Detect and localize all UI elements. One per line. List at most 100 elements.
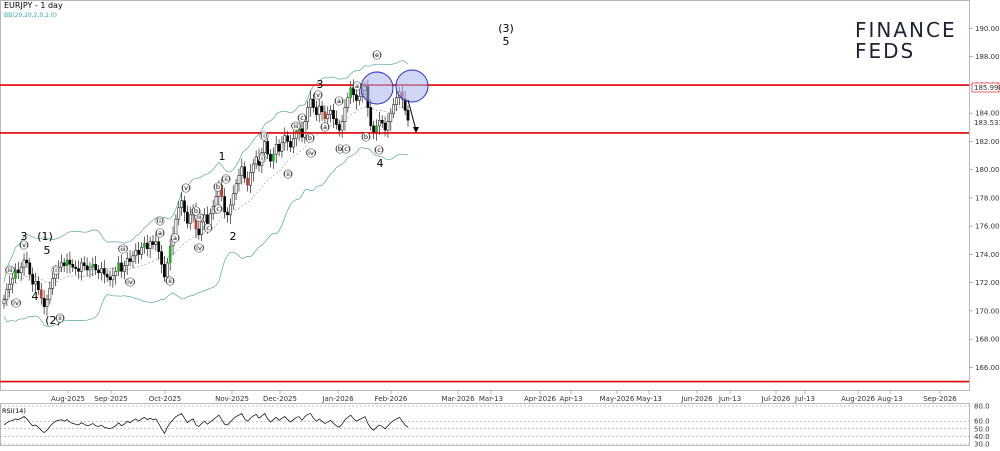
- wave-label-minor: (c): [204, 224, 213, 232]
- candle-body: [31, 273, 35, 285]
- wave-label-minor: (i): [261, 132, 268, 140]
- wave-label-minor: (i): [53, 266, 60, 274]
- wave-label-minor: (iii): [118, 245, 129, 253]
- candle-body: [94, 264, 98, 271]
- wave-label-minor-ring: [118, 244, 128, 254]
- x-tick-label: Jul-13: [794, 395, 815, 403]
- rsi-tick-label: 60.0: [974, 418, 990, 426]
- x-tick-label: Jul-2026: [761, 395, 791, 403]
- candle-body: [91, 264, 95, 268]
- candle-body: [383, 122, 387, 131]
- wave-label-minor: (a): [155, 229, 164, 237]
- wave-label-minor: (c): [342, 145, 351, 153]
- candle-body: [117, 262, 120, 272]
- double-top-circle-1: [360, 71, 394, 105]
- wave-label-minor: (i): [157, 217, 164, 225]
- wave-label-minor: (v): [182, 184, 191, 192]
- wave-label-minor-ring: [259, 131, 269, 141]
- logo-line-2: FEDS: [855, 39, 915, 63]
- candle-body: [335, 118, 338, 125]
- projection-arrow: [407, 99, 417, 131]
- wave-label-minor-ring: [125, 277, 135, 287]
- candle-body: [154, 241, 158, 245]
- candle-body: [337, 124, 341, 131]
- candle-body: [131, 255, 135, 262]
- wave-label-minor-ring: [283, 169, 293, 179]
- candle-body: [183, 200, 186, 213]
- candle-body: [85, 265, 89, 271]
- x-tick-label: Apr-13: [559, 395, 582, 403]
- x-tick-label: May-2026: [600, 395, 635, 403]
- y-tick-label: 180.000: [975, 166, 1000, 174]
- x-tick-label: Feb-2026: [375, 395, 408, 403]
- candle-body: [200, 221, 204, 235]
- candle-body: [223, 196, 226, 213]
- candle-body: [317, 105, 321, 115]
- wave-label-major: 3: [21, 230, 28, 243]
- candle-body: [8, 283, 12, 290]
- wave-label-minor-ring: [55, 313, 65, 323]
- candle-body: [42, 297, 46, 307]
- wave-label-major: 5: [44, 244, 51, 257]
- candle-body: [148, 241, 152, 250]
- wave-label-minor: (ii): [222, 175, 231, 183]
- candle-body: [45, 299, 49, 307]
- candle-body: [5, 289, 9, 300]
- x-axis: Aug-2025 Sep-2025 Oct-2025 Nov-2025 Dec-2025…: [51, 390, 957, 403]
- candle-body: [323, 111, 327, 120]
- bollinger-bands: [3, 60, 409, 328]
- current-price-text: 185.990: [974, 84, 1000, 92]
- wave-label-minor: (ii): [56, 314, 65, 322]
- wave-label-minor-ring: [334, 96, 344, 106]
- wave-label-minor: (b): [361, 133, 370, 141]
- y-tick-label: 174.000: [975, 251, 1000, 259]
- wave-label-minor: (b): [335, 145, 344, 153]
- wave-label-minor: (c): [214, 205, 223, 213]
- y-tick-label: 184.000: [975, 110, 1000, 118]
- candle-body: [240, 166, 244, 176]
- wave-label-minor-ring: [181, 183, 191, 193]
- x-tick-label: Dec-2025: [263, 395, 297, 403]
- candle-body: [125, 258, 129, 266]
- wave-label-minor-ring: [194, 243, 204, 253]
- finance-feds-logo: FINANCE FEDS: [855, 18, 955, 63]
- candle-body: [286, 135, 290, 142]
- candle-body: [346, 97, 350, 108]
- wave-label-minor-ring: [203, 223, 213, 233]
- wave-label-major: 3: [317, 78, 324, 91]
- candle-body: [16, 269, 20, 274]
- candle-body: [88, 266, 92, 271]
- candle-body: [134, 249, 138, 257]
- x-tick-label: Jun-13: [718, 395, 741, 403]
- wave-label-major: (3): [498, 22, 514, 35]
- x-tick-label: Aug-13: [877, 395, 902, 403]
- x-tick-label: Oct-2025: [149, 395, 181, 403]
- candle-body: [389, 112, 393, 122]
- secondary-price-marker: 183.531: [974, 119, 1000, 127]
- wave-label-minor-ring: [374, 145, 384, 155]
- candle-body: [380, 119, 384, 124]
- candle-body: [51, 278, 55, 289]
- candle-body: [277, 143, 281, 152]
- candle-body: [355, 94, 358, 101]
- y-tick-label: 188.000: [975, 53, 1000, 61]
- key-levels: [0, 69, 969, 383]
- candle-body: [82, 262, 86, 266]
- x-tick-label: Jun-2026: [680, 395, 713, 403]
- candle-body: [186, 211, 189, 224]
- candle-body: [14, 269, 17, 279]
- candle-body: [197, 228, 201, 235]
- double-top-circle-2: [395, 69, 429, 103]
- candle-body: [163, 264, 166, 278]
- wave-label-minor: (a): [320, 123, 329, 131]
- candle-body: [309, 98, 312, 108]
- candle-body: [249, 172, 252, 186]
- rsi-label: RSI(14): [2, 407, 26, 415]
- candle-body: [266, 141, 269, 155]
- candle-body: [102, 268, 106, 275]
- wave-label-minor-ring: [313, 90, 323, 100]
- candle-body: [160, 251, 163, 265]
- candle-body: [140, 247, 143, 255]
- candle-body: [77, 268, 80, 272]
